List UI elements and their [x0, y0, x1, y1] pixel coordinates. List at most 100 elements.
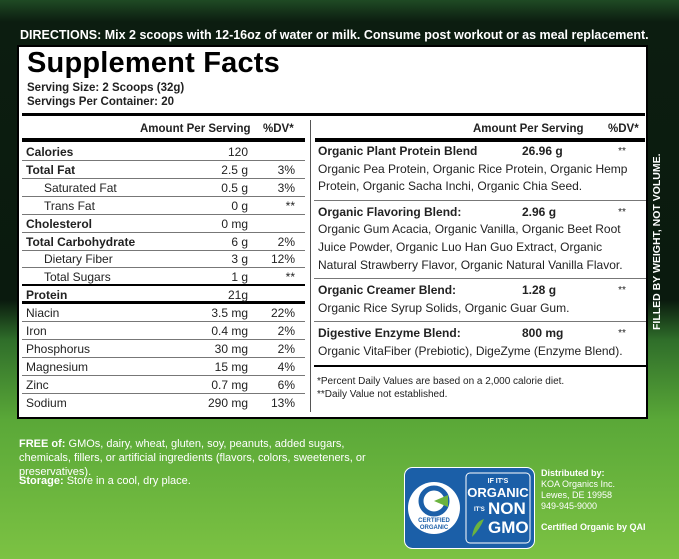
nutrient-name: Magnesium	[26, 359, 89, 374]
nutrient-amount: 0 g	[231, 198, 248, 213]
nutrient-row: Phosphorus 30 mg 2%	[22, 340, 305, 358]
cert-text: ORGANIC	[420, 525, 449, 531]
divider	[310, 120, 311, 412]
nutrient-amount: 30 mg	[214, 341, 248, 356]
nongmo-text: GMO	[488, 518, 529, 537]
storage-text: Store in a cool, dry place.	[66, 475, 191, 487]
footnote: **Daily Value not established.	[317, 388, 448, 400]
nutrient-row: Total Fat 2.5 g 3%	[22, 161, 305, 179]
serving-size: Serving Size: 2 Scoops (32g)	[27, 82, 185, 94]
left-header-dv: %DV*	[263, 123, 294, 135]
blend-name: Organic Plant Protein Blend	[318, 144, 478, 158]
blend-amount: 1.28 g	[522, 283, 557, 298]
blend-amount: 2.96 g	[522, 204, 557, 219]
rule	[22, 138, 305, 142]
nutrient-amount: 0.7 mg	[211, 377, 248, 392]
storage: Storage: Store in a cool, dry place.	[19, 474, 191, 488]
nutrient-row: Saturated Fat 0.5 g 3%	[22, 179, 305, 197]
nutrient-dv: 12%	[270, 252, 295, 267]
blend-header: Digestive Enzyme Blend: 800 mg **	[318, 325, 642, 343]
rule	[22, 113, 645, 116]
cert-text: CERTIFIED	[418, 518, 450, 524]
nutrient-dv: 3%	[277, 180, 295, 195]
nutrient-dv: 2%	[277, 341, 295, 356]
nutrient-row: Zinc 0.7 mg 6%	[22, 376, 305, 394]
free-of: FREE of: GMOs, dairy, wheat, gluten, soy…	[19, 437, 389, 479]
nutrient-amount: 120	[227, 145, 248, 159]
nutrient-amount: 0 mg	[221, 216, 248, 231]
nutrient-row: Total Carbohydrate 6 g 2%	[22, 233, 305, 251]
nutrient-name: Saturated Fat	[44, 180, 117, 195]
blend-name: Digestive Enzyme Blend:	[318, 326, 461, 341]
blend: Organic Plant Protein Blend 26.96 g ** Orga…	[314, 140, 646, 201]
nutrient-name: Dietary Fiber	[44, 252, 113, 267]
blend-ingredients: Organic Gum Acacia, Organic Vanilla, Org…	[318, 222, 623, 272]
cert-leaf	[434, 495, 448, 507]
nutrient-dv: **	[285, 270, 295, 285]
nutrient-row: Sodium 290 mg 13%	[22, 394, 305, 412]
right-table: Organic Plant Protein Blend 26.96 g ** Orga…	[314, 140, 646, 401]
blend-header: Organic Creamer Blend: 1.28 g **	[318, 282, 642, 300]
dist-line: KOA Organics Inc.	[541, 479, 616, 489]
nutrient-row: Niacin 3.5 mg 22%	[22, 304, 305, 323]
nutrient-name: Total Fat	[26, 162, 76, 177]
right-header-amount: Amount Per Serving	[473, 123, 584, 135]
nutrient-dv: 22%	[270, 306, 295, 321]
rule	[315, 138, 645, 142]
nutrient-row: Iron 0.4 mg 2%	[22, 322, 305, 340]
dist-line: Lewes, DE 19958	[541, 490, 613, 500]
blend-header: Organic Plant Protein Blend 26.96 g **	[318, 143, 642, 161]
certifier: Certified Organic by QAI	[541, 522, 646, 532]
nutrient-amount: 3 g	[231, 252, 248, 267]
blend-dv: **	[618, 328, 626, 340]
nutrient-amount: 15 mg	[214, 359, 248, 374]
nutrient-name: Niacin	[26, 306, 60, 321]
nutrient-dv: 6%	[277, 377, 295, 392]
nutrient-amount: 0.5 g	[221, 180, 248, 195]
blend-ingredients: Organic Rice Syrup Solids, Organic Guar …	[318, 300, 570, 315]
nutrient-amount: 6 g	[231, 234, 248, 249]
right-header-dv: %DV*	[608, 123, 639, 135]
dist-line: 949-945-9000	[541, 501, 598, 511]
nongmo-text: ORGANIC	[467, 485, 529, 500]
nutrient-name: Total Carbohydrate	[26, 234, 136, 249]
nutrient-amount: 0.4 mg	[211, 324, 248, 338]
nongmo-text: IF IT'S	[488, 478, 509, 485]
nutrient-row: Calories 120	[22, 143, 305, 161]
nutrient-row: Total Sugars 1 g **	[22, 268, 305, 287]
nutrient-amount: 1 g	[231, 270, 248, 285]
nongmo-box	[465, 472, 531, 544]
nutrient-row: Cholesterol 0 mg	[22, 215, 305, 233]
nongmo-text: NON	[488, 499, 526, 518]
nutrient-name: Calories	[26, 145, 74, 159]
blend-header: Organic Flavoring Blend: 2.96 g **	[318, 204, 642, 222]
blend-dv: **	[618, 206, 626, 218]
directions: DIRECTIONS: Mix 2 scoops with 12-16oz of…	[20, 28, 649, 42]
nutrient-amount: 290 mg	[207, 395, 248, 410]
nongmo-text: IT'S	[474, 507, 485, 513]
distributor: Distributed by: KOA Organics Inc. Lewes,…	[541, 468, 615, 512]
nutrient-amount: 21g	[227, 288, 248, 303]
blend: Organic Flavoring Blend: 2.96 g ** Organic …	[314, 201, 646, 280]
blend: Digestive Enzyme Blend: 800 mg ** Organic V…	[314, 322, 646, 367]
nutrient-amount: 2.5 g	[221, 162, 248, 177]
nutrient-dv: 3%	[277, 162, 295, 177]
left-header-amount: Amount Per Serving	[140, 123, 251, 135]
nutrient-dv: 13%	[270, 395, 295, 410]
nutrient-row: Protein 21g	[22, 286, 305, 305]
side-text: FILLED BY WEIGHT, NOT VOLUME.	[651, 153, 663, 330]
nutrient-name: Total Sugars	[44, 270, 111, 285]
nutrient-name: Zinc	[26, 377, 49, 392]
servings: Servings Per Container: 20	[27, 96, 174, 108]
nutrient-dv: 2%	[277, 324, 295, 338]
nutrient-name: Iron	[26, 324, 47, 338]
blend-name: Organic Creamer Blend:	[318, 283, 457, 298]
free-label: FREE of:	[19, 438, 66, 450]
free-text: GMOs, dairy, wheat, gluten, soy, peanuts…	[19, 438, 366, 478]
nutrient-row: Dietary Fiber 3 g 12%	[22, 250, 305, 269]
nutrient-amount: 3.5 mg	[211, 306, 248, 321]
blend-amount: 26.96 g	[522, 144, 563, 158]
nutrient-row: Magnesium 15 mg 4%	[22, 358, 305, 376]
nutrient-row: Trans Fat 0 g **	[22, 197, 305, 215]
